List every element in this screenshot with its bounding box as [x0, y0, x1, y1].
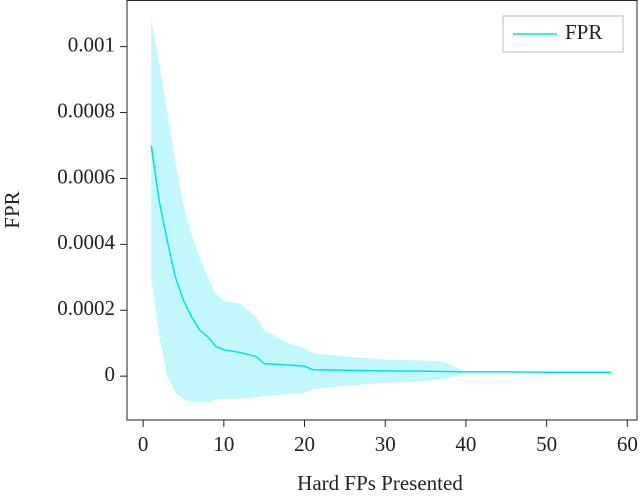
legend-label: FPR [565, 20, 602, 44]
plot-frame [126, 0, 638, 421]
line [150, 145, 612, 373]
y-tick-label: 0.001 [68, 32, 115, 56]
x-tick-label: 0 [138, 432, 149, 456]
y-axis-label: FPR [0, 191, 24, 228]
x-tick-label: 10 [213, 432, 234, 456]
x-axis-label: Hard FPs Presented [297, 471, 463, 495]
x-tick-label: 30 [375, 432, 396, 456]
confidence-band [151, 20, 612, 403]
x-tick-label: 60 [617, 432, 638, 456]
x-tick-label: 20 [294, 432, 315, 456]
y-tick-label: 0.0002 [57, 296, 115, 320]
x-tick-label: 40 [455, 432, 476, 456]
x-tick-label: 50 [536, 432, 557, 456]
y-tick-label: 0.0006 [57, 164, 115, 188]
y-tick-label: 0.0004 [57, 230, 115, 254]
y-tick-label: 0.0008 [57, 98, 115, 122]
y-tick-label: 0 [105, 362, 116, 386]
